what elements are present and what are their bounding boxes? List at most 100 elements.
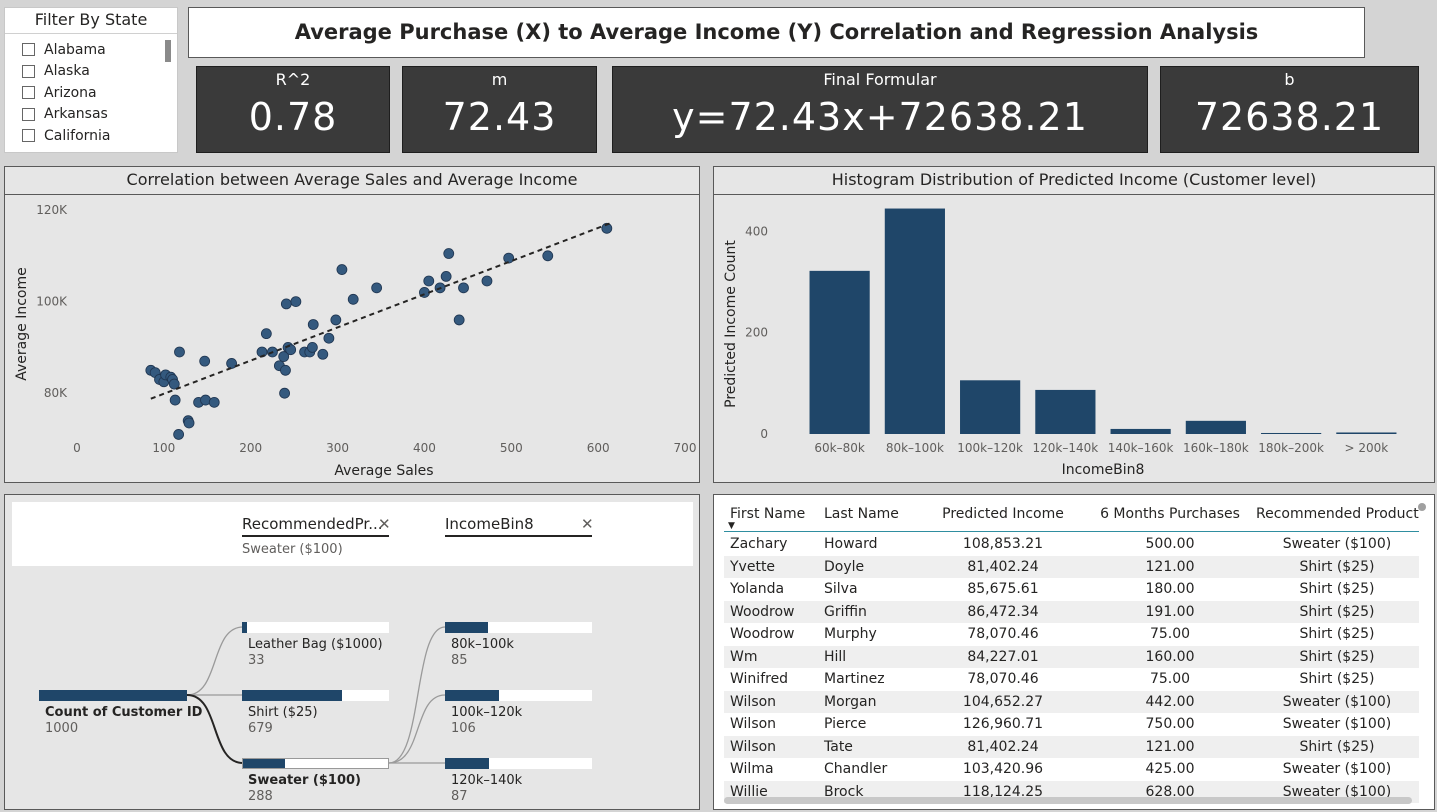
table-cell: Yolanda	[730, 581, 785, 597]
filter-scrollbar[interactable]	[165, 40, 171, 62]
table-cell: Wilma	[730, 761, 774, 777]
scatter-point[interactable]	[280, 364, 291, 376]
scatter-point[interactable]	[260, 328, 272, 340]
column-header-purchases[interactable]: 6 Months Purchases	[1100, 506, 1240, 522]
scatter-point[interactable]	[440, 271, 452, 282]
kpi-value: y=72.43x+72638.21	[672, 95, 1088, 139]
close-icon[interactable]: ✕	[581, 515, 594, 533]
table-row[interactable]: Yolanda Silva 85,675.61 180.00 Shirt ($25)	[724, 578, 1419, 601]
decomp-node-80k-100k[interactable]	[445, 622, 592, 633]
table-row[interactable]: Wilson Tate 81,402.24 121.00 Shirt ($25)	[724, 735, 1419, 758]
decomp-node-label: 80k–100k	[451, 637, 514, 652]
histogram-chart[interactable]: 400 200 0 60k–80k 80k–100k 100k–120k 120k–140k…	[714, 196, 1434, 483]
checkbox[interactable]	[22, 129, 35, 143]
scatter-point[interactable]	[208, 396, 220, 408]
scatter-chart[interactable]: 0 100 200 300 400 500 600 700 120K 100K 80K Average…	[5, 196, 699, 483]
scatter-point[interactable]	[336, 264, 348, 275]
table-row[interactable]: Woodrow Murphy 78,070.46 75.00 Shirt ($25)	[724, 623, 1419, 646]
histogram-bar[interactable]	[960, 380, 1021, 434]
scatter-point[interactable]	[601, 222, 613, 234]
filter-option-label: Alabama	[44, 41, 106, 58]
histogram-bar[interactable]	[1185, 420, 1246, 434]
close-icon[interactable]: ✕	[378, 515, 391, 533]
scatter-point[interactable]	[307, 319, 319, 330]
column-header-last-name[interactable]: Last Name	[824, 506, 899, 522]
scatter-point[interactable]	[278, 351, 290, 362]
scatter-point[interactable]	[347, 293, 359, 305]
vertical-scrollbar-thumb[interactable]	[1418, 503, 1426, 511]
scatter-point[interactable]	[168, 378, 180, 390]
column-header-recommended-product[interactable]: Recommended Product	[1256, 506, 1419, 522]
scatter-point[interactable]	[458, 282, 469, 294]
filter-option-arizona[interactable]: Arizona	[5, 82, 177, 104]
column-header-first-name[interactable]: First Name	[730, 506, 806, 522]
decomp-bar-fill	[242, 622, 247, 633]
scatter-point[interactable]	[542, 250, 554, 262]
table-cell: Wilson	[730, 738, 777, 755]
table-row[interactable]: Woodrow Griffin 86,472.34 191.00 Shirt ($25)	[724, 600, 1419, 623]
histogram-bar[interactable]	[884, 208, 945, 434]
scatter-point[interactable]	[453, 314, 465, 326]
table-row[interactable]: Wm Hill 84,227.01 160.00 Shirt ($25)	[724, 645, 1419, 668]
decomp-node-leather-bag[interactable]	[242, 622, 389, 633]
scatter-point[interactable]	[183, 417, 195, 429]
decomp-node-120k-140k[interactable]	[445, 758, 592, 769]
decomp-node-sweater[interactable]	[242, 758, 389, 769]
scatter-point[interactable]	[481, 275, 493, 287]
scatter-point[interactable]	[443, 248, 455, 259]
checkbox[interactable]	[22, 64, 35, 78]
scatter-point[interactable]	[226, 358, 238, 369]
decomp-root-bar[interactable]	[39, 690, 187, 701]
table-cell: 160.00	[1145, 648, 1195, 665]
table-cell: Pierce	[824, 716, 867, 732]
column-header-predicted-income[interactable]: Predicted Income	[942, 506, 1064, 522]
checkbox[interactable]	[22, 43, 35, 57]
table-cell: 750.00	[1145, 716, 1195, 732]
decomp-bar-fill	[445, 758, 490, 769]
scatter-point[interactable]	[279, 387, 290, 399]
table-row[interactable]: Wilson Pierce 126,960.71 750.00 Sweater ($10…	[724, 713, 1419, 736]
histogram-bar[interactable]	[809, 270, 870, 434]
table-cell: Shirt ($25)	[1299, 603, 1375, 620]
x-tick-label: 500	[500, 441, 523, 455]
scatter-point[interactable]	[290, 296, 302, 307]
histogram-bar[interactable]	[1336, 432, 1397, 434]
scatter-point[interactable]	[280, 298, 292, 310]
table-row[interactable]: Wilson Morgan 104,652.27 442.00 Sweater ($10…	[724, 690, 1419, 713]
scatter-point[interactable]	[173, 429, 185, 440]
checkbox[interactable]	[22, 107, 35, 121]
filter-option-arkansas[interactable]: Arkansas	[5, 104, 177, 126]
scatter-point[interactable]	[169, 394, 181, 406]
table-row[interactable]: Zachary Howard 108,853.21 500.00 Sweater ($1…	[724, 533, 1419, 556]
customer-table: First Name Last Name Predicted Income 6 …	[713, 494, 1435, 810]
scatter-point[interactable]	[306, 341, 318, 353]
scatter-point[interactable]	[371, 282, 383, 294]
decomp-node-shirt[interactable]	[242, 690, 389, 701]
table-row[interactable]: Winifred Martinez 78,070.46 75.00 Shirt ($25…	[724, 668, 1419, 691]
horizontal-scrollbar[interactable]	[724, 797, 1412, 804]
checkbox[interactable]	[22, 86, 35, 100]
decomp-node-100k-120k[interactable]	[445, 690, 592, 701]
table-cell: Shirt ($25)	[1299, 581, 1375, 597]
filter-option-california[interactable]: California	[5, 125, 177, 147]
scatter-point[interactable]	[323, 332, 335, 344]
scatter-chart-panel: Correlation between Average Sales and Av…	[4, 166, 700, 483]
y-tick-label: 200	[745, 326, 768, 340]
scatter-point[interactable]	[199, 355, 211, 367]
filter-title: Filter By State	[5, 8, 177, 34]
x-tick-label: 100k–120k	[957, 441, 1023, 455]
table-row[interactable]: Wilma Chandler 103,420.96 425.00 Sweater ($1…	[724, 758, 1419, 781]
filter-option-alabama[interactable]: Alabama	[5, 39, 177, 61]
scatter-point[interactable]	[503, 252, 515, 264]
scatter-point[interactable]	[317, 348, 329, 360]
filter-option-alaska[interactable]: Alaska	[5, 61, 177, 83]
table-cell: Sweater ($100)	[1282, 761, 1392, 777]
scatter-point[interactable]	[423, 275, 435, 287]
scatter-point[interactable]	[174, 346, 185, 358]
histogram-bar[interactable]	[1261, 432, 1322, 434]
histogram-bar[interactable]	[1035, 389, 1096, 434]
scatter-point[interactable]	[330, 314, 342, 326]
table-row[interactable]: Yvette Doyle 81,402.24 121.00 Shirt ($25)	[724, 555, 1419, 578]
sort-descending-icon[interactable]: ▼	[728, 521, 735, 531]
histogram-bar[interactable]	[1110, 428, 1171, 434]
